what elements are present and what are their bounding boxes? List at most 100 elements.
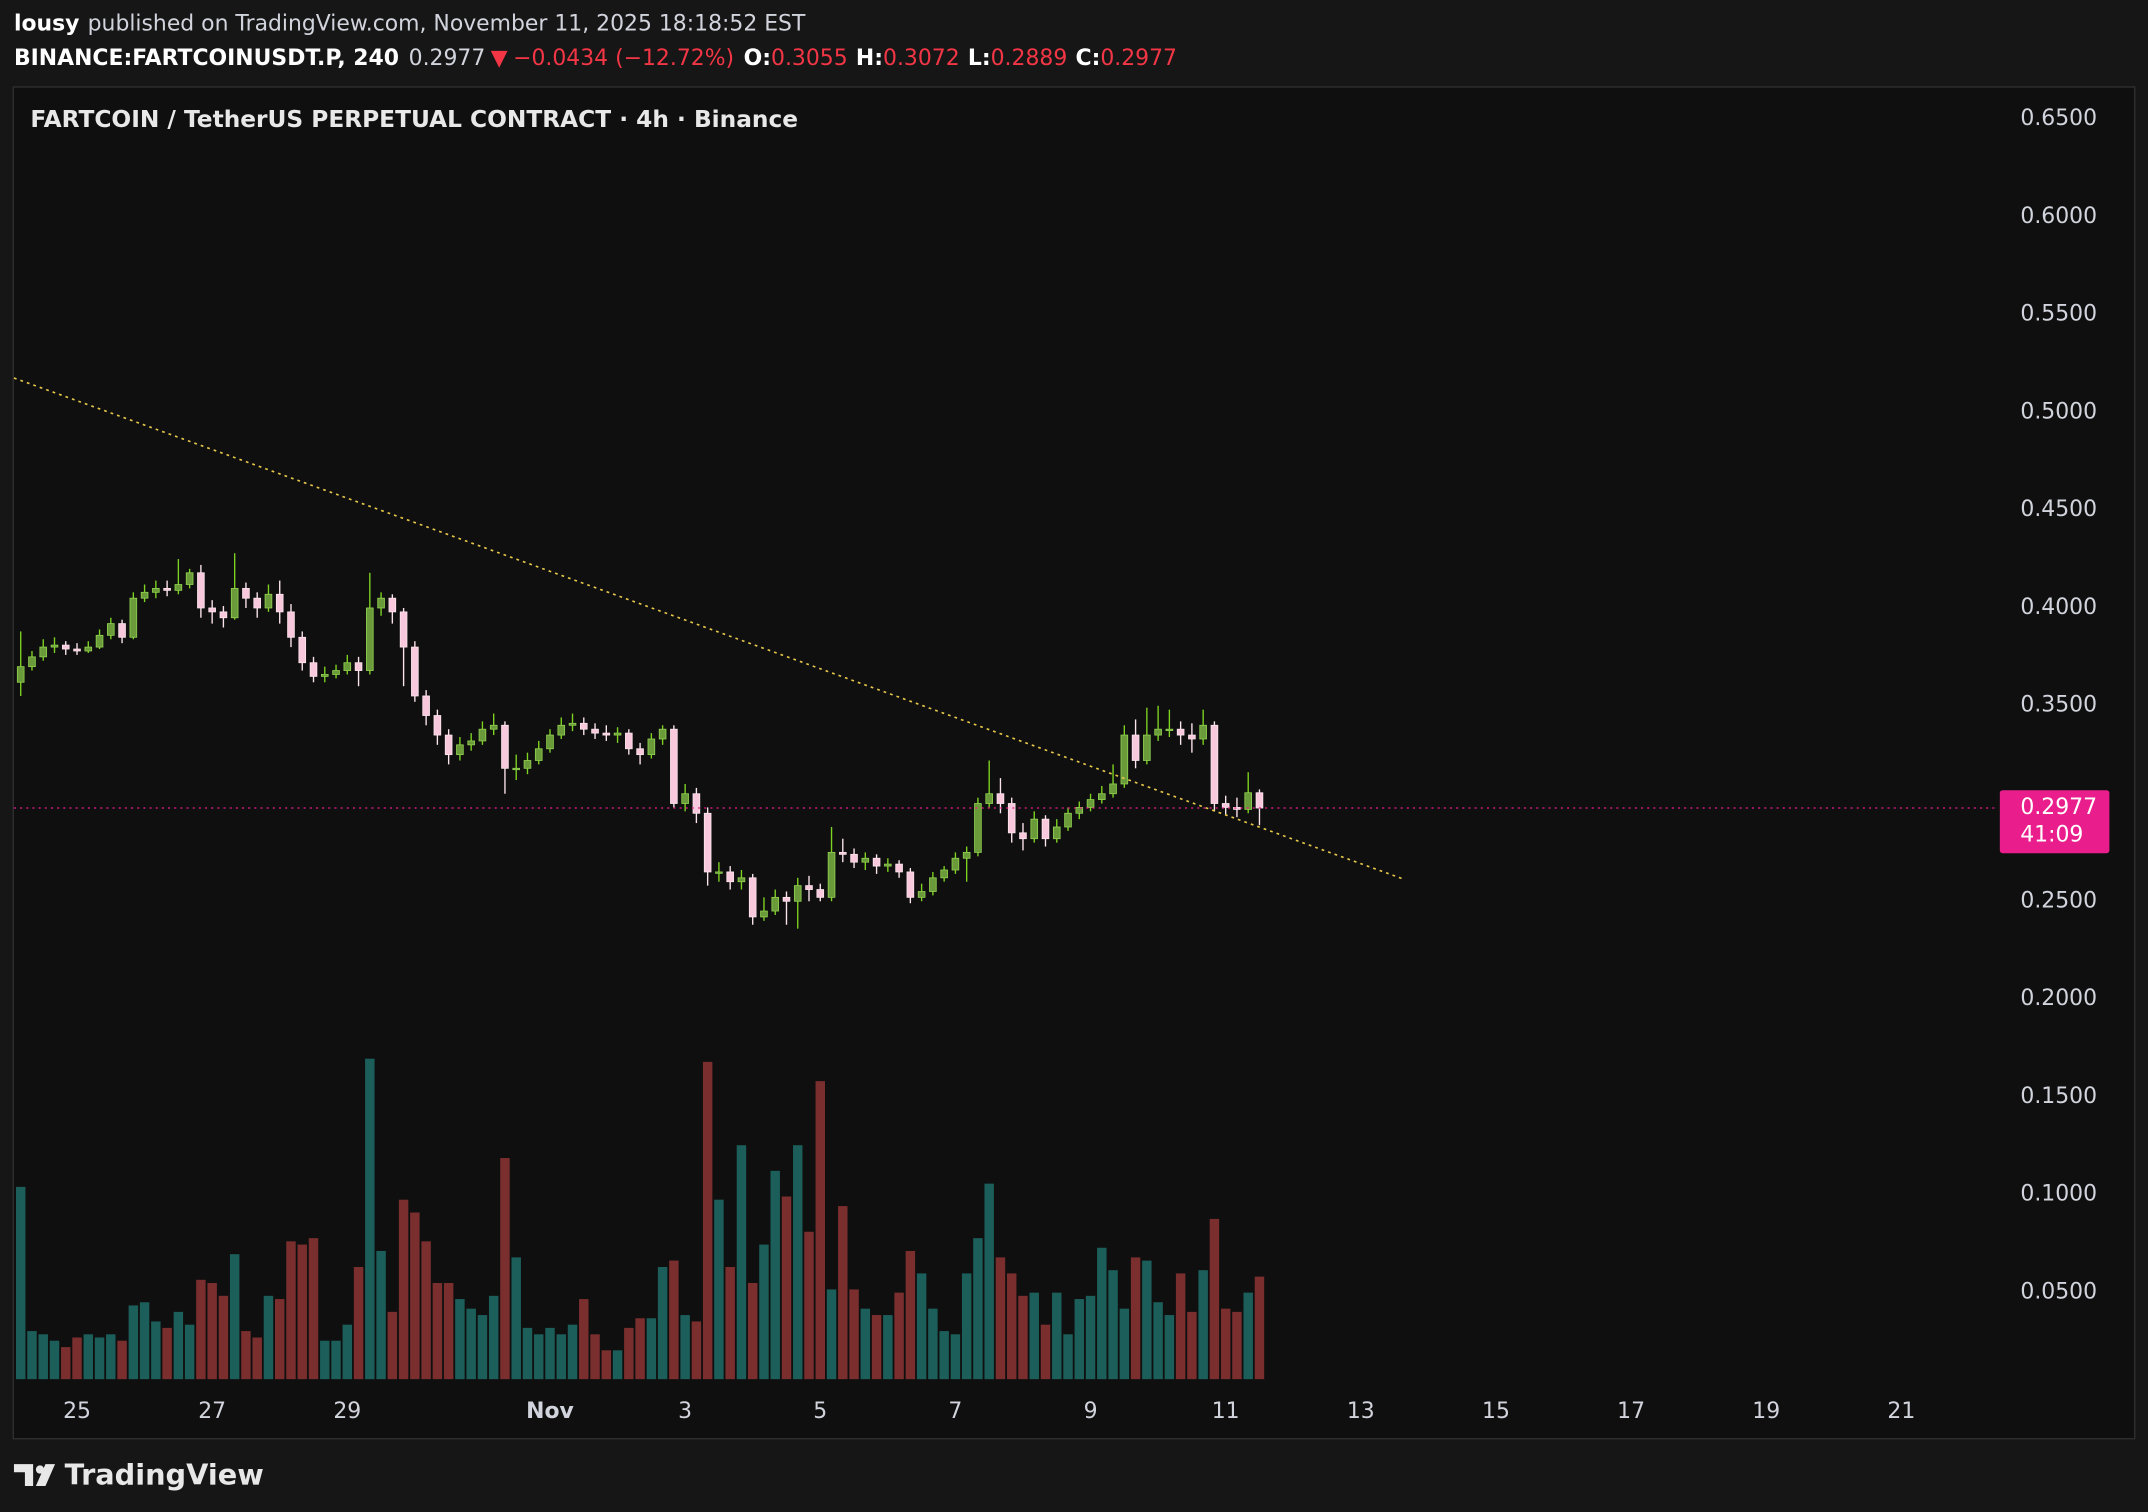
volume-bar [443,1283,454,1380]
volume-bar [612,1350,623,1380]
volume-bar [72,1337,82,1380]
candle-body [1030,818,1039,840]
volume-bar [1108,1270,1118,1380]
x-tick-label: 7 [948,1399,962,1424]
x-tick-label: 19 [1752,1399,1780,1424]
volume-bar [759,1244,769,1380]
volume-bar [973,1238,983,1380]
volume-bar [477,1315,488,1380]
volume-bar [838,1206,848,1380]
countdown: 41:09 [2020,822,2083,847]
logo-icon [13,1464,56,1486]
volume-bar [128,1305,139,1380]
x-tick-label: 5 [813,1399,827,1424]
candle-body [28,656,36,668]
change: −0.0434 (−12.72%) [513,46,734,71]
volume-bar [601,1350,612,1380]
candle-body [433,715,442,736]
volume-bar [635,1318,645,1380]
volume-bar [331,1340,341,1380]
volume-bar [387,1311,398,1380]
candle-body [185,572,194,585]
volume-bar [883,1315,893,1380]
l: 0.2889 [991,46,1068,71]
candle-body [636,748,644,756]
volume-bar [849,1289,859,1380]
candle-body [557,724,566,736]
volume-bar [781,1196,792,1380]
candle-body [174,584,183,591]
candle-body [579,722,588,730]
y-tick-label: 0.3500 [2020,693,2097,718]
y-tick-label: 0.5000 [2020,399,2097,424]
candle-body [1064,812,1072,828]
x-tick-label: 15 [1482,1399,1510,1424]
volume-bar [815,1081,826,1380]
candle-body [1086,799,1095,808]
volume-bar [184,1324,195,1380]
candle-body [1052,826,1061,840]
price-tag-label: 0.2977 [2020,795,2097,820]
volume-bar [308,1238,319,1380]
volume-bar [961,1273,972,1380]
y-tick-label: 0.6000 [2020,204,2097,229]
l-label: L: [968,46,991,71]
candle-body [512,767,521,771]
volume-bar [151,1321,161,1380]
candle-body [501,724,509,769]
volume-bar [229,1254,240,1380]
volume-bar [702,1061,713,1380]
volume-bar [263,1295,274,1380]
y-tick-label: 0.4500 [2020,497,2097,522]
arrow: ▼ [491,46,508,71]
candle-body [61,644,70,650]
candle-body [940,869,948,879]
candle-body [726,871,734,883]
y-tick-label: 0.2000 [2020,986,2097,1011]
candle-body [264,593,273,609]
candle-body [647,738,656,756]
candle-body [1075,807,1084,814]
candle-body [985,793,993,804]
volume-bar [466,1308,476,1380]
volume-bar [49,1340,60,1380]
candle-body [467,740,475,746]
volume-bar [1198,1270,1208,1380]
volume-bar [218,1295,229,1380]
volume-bar [770,1170,780,1380]
candle-body [850,853,858,863]
volume-bar [1209,1218,1220,1380]
candle-body [872,857,881,867]
candle-body [208,607,216,613]
candle-body [39,646,48,658]
volume-bar [669,1260,679,1380]
volume-bar [455,1299,465,1380]
volume-bar [804,1231,814,1380]
x-tick-label: 9 [1084,1399,1098,1424]
candle-body [827,851,836,898]
candle-body [568,722,577,726]
candle-body [50,644,59,648]
volume-bar [83,1334,94,1380]
volume-bar [1164,1315,1175,1380]
volume-bar [1018,1295,1028,1380]
x-tick-label: 17 [1617,1399,1645,1424]
h: 0.3072 [883,46,960,71]
candle-body [1143,734,1151,761]
x-tick-label: 3 [678,1399,692,1424]
last: 0.2977 [409,46,486,71]
candle-body [760,910,768,918]
y-tick-label: 0.1000 [2020,1182,2097,1207]
volume-bar [939,1331,949,1380]
candle-body [366,607,374,671]
volume-bar [1119,1308,1130,1380]
candle-body [230,588,239,619]
volume-bar [1085,1295,1096,1380]
candle-body [805,885,813,890]
volume-bar [950,1334,961,1380]
candle-body [658,728,667,740]
candle-body [16,666,25,683]
candle-body [929,877,937,892]
volume-bar [793,1145,803,1380]
